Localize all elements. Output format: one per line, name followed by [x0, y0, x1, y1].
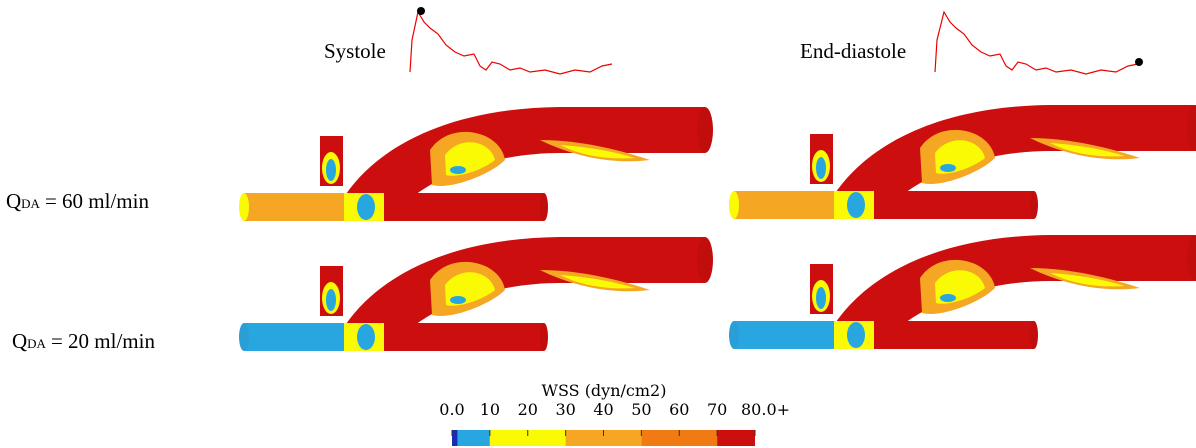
- symbol: Q: [12, 329, 27, 353]
- column-label: Systole: [324, 39, 386, 63]
- subscript: DA: [21, 196, 40, 211]
- systole-marker: [417, 7, 425, 15]
- colorbar-tick-label: 20: [518, 400, 538, 419]
- colorbar-band: [641, 430, 718, 446]
- colorbar-title: WSS (dyn/cm2): [542, 381, 667, 400]
- colorbar-band: [565, 430, 642, 446]
- colorbar-band: [489, 430, 566, 446]
- colorbar: 0.0 10 20 30 40 50 60 70 80.0+: [439, 400, 790, 446]
- column-label: End-diastole: [800, 39, 906, 63]
- vessel-diastole-60: [729, 105, 1196, 219]
- colorbar-band: [452, 430, 458, 446]
- colorbar-tick-label: 10: [480, 400, 500, 419]
- end-diastole-marker: [1135, 58, 1143, 66]
- colorbar-band: [717, 430, 755, 446]
- colorbar-tick-label: 50: [631, 400, 651, 419]
- waveform-end-diastole: [934, 10, 1139, 75]
- colorbar-band: [457, 430, 490, 446]
- vessel-systole-60: [239, 107, 713, 221]
- colorbar-tick-label: 70: [707, 400, 727, 419]
- colorbar-tick-label: 40: [593, 400, 613, 419]
- colorbar-tick-label: 30: [555, 400, 575, 419]
- colorbar-tick-label: 80.0+: [741, 400, 790, 419]
- row-label: QDA = 60 ml/min: [6, 189, 149, 213]
- vessel-diastole-20: [729, 235, 1196, 349]
- vessel-systole-20: [239, 237, 713, 351]
- symbol: Q: [6, 189, 21, 213]
- colorbar-tick-label: 60: [669, 400, 689, 419]
- row-text: = 20 ml/min: [51, 329, 156, 353]
- waveform-systole: [409, 10, 613, 75]
- row-label: QDA = 20 ml/min: [12, 329, 155, 353]
- subscript: DA: [27, 336, 46, 351]
- row-text: = 60 ml/min: [45, 189, 150, 213]
- colorbar-tick-label: 0.0: [439, 400, 464, 419]
